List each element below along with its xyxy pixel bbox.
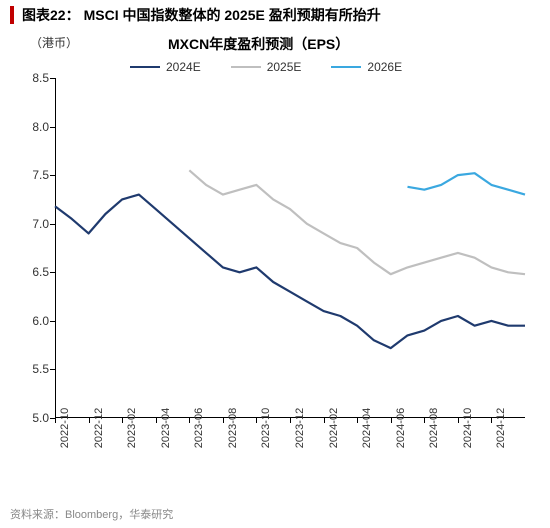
legend-swatch — [130, 66, 160, 69]
legend-label: 2025E — [267, 60, 302, 74]
xtick-mark — [122, 418, 123, 423]
subtitle-row: （港币） MXCN年度盈利预测（EPS） — [0, 30, 550, 54]
line-series-svg — [55, 78, 525, 418]
ytick-label: 6.5 — [15, 265, 55, 279]
xtick-mark — [391, 418, 392, 423]
legend-swatch — [331, 66, 361, 69]
title-indicator — [10, 6, 14, 24]
xtick-label: 2023-08 — [227, 408, 239, 448]
legend-item: 2025E — [231, 60, 302, 74]
legend-label: 2024E — [166, 60, 201, 74]
ytick-mark — [50, 78, 55, 79]
ytick-mark — [50, 321, 55, 322]
ytick-mark — [50, 369, 55, 370]
ytick-label: 8.5 — [15, 71, 55, 85]
xtick-label: 2023-04 — [160, 408, 172, 448]
ytick-label: 5.5 — [15, 362, 55, 376]
xtick-mark — [89, 418, 90, 423]
legend-swatch — [231, 66, 261, 69]
xtick-label: 2023-12 — [294, 408, 306, 448]
xtick-mark — [156, 418, 157, 423]
xtick-label: 2023-10 — [260, 408, 272, 448]
yaxis-unit: （港币） — [30, 34, 78, 54]
xtick-label: 2024-08 — [428, 408, 440, 448]
xtick-mark — [256, 418, 257, 423]
chart-title: MXCN年度盈利预测（EPS） — [168, 34, 349, 54]
xtick-mark — [357, 418, 358, 423]
ytick-label: 6.0 — [15, 314, 55, 328]
xtick-mark — [458, 418, 459, 423]
xtick-label: 2023-02 — [126, 408, 138, 448]
ytick-mark — [50, 224, 55, 225]
title-bar: 图表22： MSCI 中国指数整体的 2025E 盈利预期有所抬升 — [0, 0, 550, 30]
xtick-label: 2024-04 — [361, 408, 373, 448]
ytick-label: 7.0 — [15, 217, 55, 231]
ytick-mark — [50, 272, 55, 273]
source-text: 资料来源：Bloomberg，华泰研究 — [10, 506, 173, 522]
legend-label: 2026E — [367, 60, 402, 74]
series-line — [408, 173, 526, 194]
series-line — [55, 195, 525, 349]
chart-area: 5.05.56.06.57.07.58.08.5 2022-102022-122… — [15, 78, 535, 468]
xtick-mark — [424, 418, 425, 423]
ytick-mark — [50, 127, 55, 128]
xtick-label: 2024-10 — [462, 408, 474, 448]
xtick-label: 2024-02 — [328, 408, 340, 448]
xtick-mark — [324, 418, 325, 423]
legend-item: 2026E — [331, 60, 402, 74]
legend-item: 2024E — [130, 60, 201, 74]
xtick-mark — [55, 418, 56, 423]
xtick-mark — [189, 418, 190, 423]
xtick-mark — [223, 418, 224, 423]
legend: 2024E 2025E 2026E — [0, 54, 550, 78]
xtick-label: 2022-12 — [93, 408, 105, 448]
xtick-label: 2023-06 — [193, 408, 205, 448]
ytick-label: 5.0 — [15, 411, 55, 425]
ytick-label: 7.5 — [15, 168, 55, 182]
figure-title: MSCI 中国指数整体的 2025E 盈利预期有所抬升 — [84, 5, 381, 25]
xtick-label: 2022-10 — [59, 408, 71, 448]
xtick-label: 2024-12 — [495, 408, 507, 448]
xtick-mark — [290, 418, 291, 423]
xtick-label: 2024-06 — [395, 408, 407, 448]
figure-label: 图表22： — [22, 5, 80, 25]
ytick-label: 8.0 — [15, 120, 55, 134]
ytick-mark — [50, 175, 55, 176]
figure-container: 图表22： MSCI 中国指数整体的 2025E 盈利预期有所抬升 （港币） M… — [0, 0, 550, 528]
xtick-mark — [491, 418, 492, 423]
series-line — [189, 170, 525, 274]
